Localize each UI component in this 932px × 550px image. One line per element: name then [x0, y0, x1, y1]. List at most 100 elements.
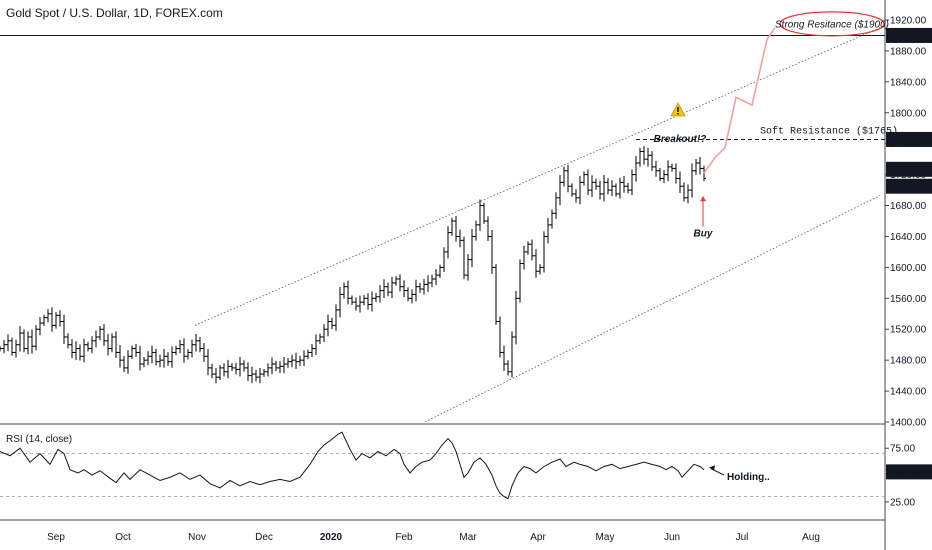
price-tick-label: 1680.00 — [890, 201, 927, 212]
ohlc-bar — [134, 343, 138, 358]
ohlc-bar — [70, 339, 74, 358]
price-tick-label: 1440.00 — [890, 387, 927, 398]
rsi-levels: RSI (14, close) — [0, 434, 885, 497]
ohlc-bar — [330, 317, 334, 330]
ohlc-bar — [214, 368, 218, 384]
ohlc-bar — [482, 202, 486, 224]
ohlc-bar — [554, 192, 558, 219]
ohlc-bar — [298, 355, 302, 366]
ohlc-bar — [346, 280, 350, 305]
horizontal-lines — [0, 34, 885, 140]
ohlc-bar — [186, 349, 190, 360]
ohlc-bar — [566, 164, 570, 193]
time-tick-label: Nov — [188, 532, 206, 543]
ohlc-bar — [458, 229, 462, 248]
ohlc-bar — [234, 362, 238, 375]
ohlc-bar — [90, 336, 94, 354]
ohlc-bar — [106, 333, 110, 356]
ohlc-bar — [150, 345, 154, 364]
ohlc-bar — [674, 163, 678, 184]
ohlc-bar — [658, 167, 662, 182]
ohlc-bar — [562, 166, 566, 187]
ohlc-bar — [38, 317, 42, 336]
holding-label: Holding.. — [727, 472, 770, 483]
ohlc-bar — [18, 326, 22, 352]
ohlc-bar — [82, 338, 86, 363]
ohlc-bar — [306, 349, 310, 360]
warning-icon — [670, 102, 686, 117]
ohlc-bar — [322, 324, 326, 343]
ohlc-bar — [182, 338, 186, 363]
ohlc-bar — [310, 343, 314, 358]
ohlc-bar — [418, 283, 422, 293]
ohlc-bar — [698, 156, 702, 175]
rsi-annotations: 52.98 Holding.. — [709, 464, 932, 483]
ohlc-bar — [62, 314, 66, 344]
ohlc-bar — [146, 351, 150, 366]
ohlc-bar — [538, 264, 542, 275]
ohlc-bar — [550, 209, 554, 229]
ohlc-bar — [570, 183, 574, 197]
ohlc-bar — [118, 345, 122, 368]
price-label-box — [886, 161, 932, 177]
ohlc-bar — [394, 276, 398, 286]
ohlc-bar — [622, 175, 626, 193]
ohlc-bar — [166, 352, 170, 366]
price-label-text: 1726.83 — [891, 165, 928, 176]
projection-line — [703, 27, 776, 174]
ohlc-bar — [594, 178, 598, 190]
rsi-tick-label: 25.00 — [890, 497, 915, 508]
ohlc-bar — [206, 348, 210, 376]
ohlc-bar — [354, 297, 358, 311]
time-tick-label: Jun — [664, 532, 680, 543]
time-tick-label: Jul — [736, 532, 749, 543]
ohlc-bar — [558, 174, 562, 206]
ohlc-bar — [526, 241, 530, 255]
ohlc-bar — [258, 368, 262, 384]
ohlc-bar — [0, 345, 2, 352]
price-tick-label: 1640.00 — [890, 232, 927, 243]
ohlc-bar — [170, 346, 174, 368]
ohlc-bar — [378, 285, 382, 303]
ohlc-bar — [138, 345, 142, 371]
rsi-tick-label: 75.00 — [890, 444, 915, 455]
ohlc-bar — [498, 316, 502, 358]
time-axis[interactable]: Sep Oct Nov Dec 2020 Feb Mar Apr May Jun Jul Aug — [47, 532, 820, 543]
buy-arrow-head — [700, 196, 706, 202]
ohlc-bar — [366, 293, 370, 310]
ohlc-bar — [294, 352, 298, 370]
ohlc-bar — [246, 362, 250, 382]
ohlc-bar — [442, 247, 446, 273]
ohlc-bar — [326, 314, 330, 337]
ohlc-bar — [190, 339, 194, 358]
ohlc-bar — [494, 264, 498, 325]
ohlc-bar — [462, 236, 466, 279]
price-axis[interactable]: 1400.00 1440.00 1480.00 1520.00 1560.00 1600.… — [885, 16, 927, 429]
ohlc-bar — [678, 171, 682, 194]
channel-lower-line — [424, 195, 881, 423]
ohlc-bar — [670, 163, 674, 172]
ohlc-bar — [634, 156, 638, 182]
soft-resistance-label: Soft Resistance ($1765) — [760, 125, 898, 137]
ohlc-bar — [318, 333, 322, 345]
ohlc-bar — [702, 165, 706, 182]
ohlc-bar — [454, 215, 458, 242]
ohlc-bar — [486, 216, 490, 242]
time-tick-label: May — [596, 532, 615, 543]
ohlc-bar — [402, 280, 406, 298]
rsi-series-line — [0, 431, 705, 500]
ohlc-bar — [102, 324, 106, 346]
time-tick-label: Oct — [115, 532, 131, 543]
channel-upper-line — [194, 27, 881, 326]
ohlc-bar — [590, 175, 594, 198]
strong-resistance-label: Strong Resitance ($1900) — [775, 19, 889, 30]
ohlc-bar — [14, 339, 18, 358]
rsi-value-label: 52.98 — [896, 467, 921, 478]
time-tick-label: Apr — [530, 532, 546, 543]
price-tick-label: 1920.00 — [890, 16, 927, 27]
ohlc-bar — [126, 350, 130, 374]
ohlc-bar — [542, 231, 546, 273]
ohlc-bar — [446, 226, 450, 259]
holding-arrow-head — [709, 465, 715, 471]
